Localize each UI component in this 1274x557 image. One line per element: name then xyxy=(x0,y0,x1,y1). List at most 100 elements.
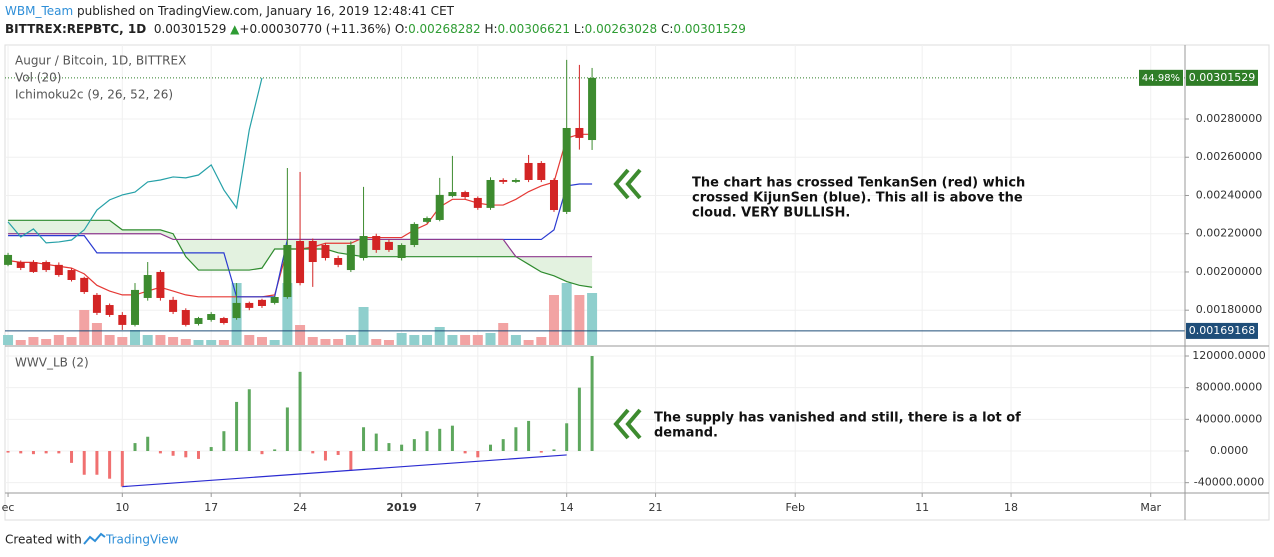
y-tick-label: 120000.0000 xyxy=(1192,349,1265,362)
candle-body xyxy=(156,271,165,298)
candle-body xyxy=(537,162,546,180)
bar xyxy=(171,450,175,456)
volume-bar xyxy=(168,337,179,345)
candle-body xyxy=(232,302,241,319)
candle-body xyxy=(67,270,76,280)
volume-bar xyxy=(472,335,483,345)
bar xyxy=(311,450,315,454)
x-tick-label: 14 xyxy=(560,501,574,514)
bar xyxy=(438,428,442,451)
c-label: C: xyxy=(660,22,674,36)
volume-bar xyxy=(28,337,39,345)
candle-body xyxy=(296,240,305,284)
bar xyxy=(222,431,226,451)
volume-bar xyxy=(345,335,356,345)
volume-bar xyxy=(320,339,331,345)
annotation: The chart has crossed TenkanSen (red) wh… xyxy=(692,176,1025,191)
cloud xyxy=(8,220,593,288)
user[interactable]: WBM_Team xyxy=(5,4,74,18)
bar xyxy=(565,423,569,451)
volume-bar xyxy=(206,340,217,345)
bar xyxy=(146,436,150,451)
chevron-1 xyxy=(613,168,642,200)
x-tick-label: 11 xyxy=(915,501,929,514)
bar xyxy=(349,450,353,471)
trendline xyxy=(122,454,567,488)
bar xyxy=(19,450,23,454)
candle-body xyxy=(245,302,254,308)
candle-body xyxy=(486,179,495,208)
bar xyxy=(95,450,99,475)
bar xyxy=(209,447,213,451)
volume-bar xyxy=(574,295,585,345)
volume-bar xyxy=(256,337,267,345)
candle-body xyxy=(29,262,38,272)
logo xyxy=(83,532,106,545)
volume-label: Vol (20) xyxy=(15,71,61,85)
volume-bar xyxy=(104,335,115,345)
bar xyxy=(552,449,556,451)
published: published on TradingView.com, January 16… xyxy=(77,4,454,18)
bar xyxy=(235,401,239,451)
volume-bar xyxy=(383,340,394,345)
y-tick-label: 0.00260000 xyxy=(1196,150,1262,163)
candle-body xyxy=(410,223,419,245)
x-tick-label: 10 xyxy=(115,501,129,514)
candle-body xyxy=(143,275,152,298)
bar xyxy=(120,450,124,487)
price-line-box xyxy=(1186,322,1258,339)
x-tick-label: 7 xyxy=(474,501,481,514)
candle-body xyxy=(588,77,597,141)
bar xyxy=(70,450,74,463)
symbol: BITTREX:REPBTC, 1D xyxy=(5,22,147,36)
candle-body xyxy=(562,127,571,212)
candle-body xyxy=(524,162,533,180)
chart-title: Augur / Bitcoin, 1D, BITTREX xyxy=(15,54,186,68)
footer-brand[interactable]: TradingView xyxy=(105,533,179,547)
l: 0.00263028 xyxy=(584,22,658,36)
volume-bar xyxy=(422,335,433,345)
layer-grid xyxy=(5,45,1189,497)
x-tick-label: 21 xyxy=(649,501,663,514)
bar xyxy=(285,407,289,451)
volume-bar xyxy=(358,307,369,345)
volume-bar xyxy=(91,323,102,345)
bar xyxy=(6,450,10,453)
candle-body xyxy=(384,241,393,250)
x-tick-label: 17 xyxy=(204,501,218,514)
volume-bar xyxy=(409,335,420,345)
candle-body xyxy=(423,218,432,222)
candle-body xyxy=(499,179,508,182)
volume-bar xyxy=(371,339,382,345)
volume-bar xyxy=(269,340,280,345)
volume-bar xyxy=(218,340,229,345)
volume-bar xyxy=(561,283,572,345)
candle-body xyxy=(16,262,25,268)
volume-bar xyxy=(536,337,547,345)
change-label: 44.98% xyxy=(1142,73,1180,84)
indicator-line xyxy=(7,77,263,244)
bar xyxy=(374,433,378,451)
volume-bar xyxy=(282,283,293,345)
candle-body xyxy=(473,197,482,208)
volume-bar xyxy=(180,339,191,345)
volume-bar xyxy=(53,335,64,345)
bar xyxy=(184,450,188,458)
volume-bar xyxy=(79,310,90,345)
arrow: ▲ xyxy=(230,22,240,36)
h-label: H: xyxy=(484,22,498,36)
bar xyxy=(273,449,277,451)
bar xyxy=(387,443,391,451)
volume-bar xyxy=(15,340,26,345)
bar xyxy=(362,427,366,451)
volume-bar xyxy=(333,339,344,345)
candle-body xyxy=(435,194,444,220)
candle-body xyxy=(511,179,520,182)
bar xyxy=(57,450,61,454)
volume-bar xyxy=(498,323,509,345)
bar xyxy=(489,444,493,451)
volume-bar xyxy=(587,293,598,345)
l-label: L: xyxy=(573,22,585,36)
candle-body xyxy=(549,179,558,211)
